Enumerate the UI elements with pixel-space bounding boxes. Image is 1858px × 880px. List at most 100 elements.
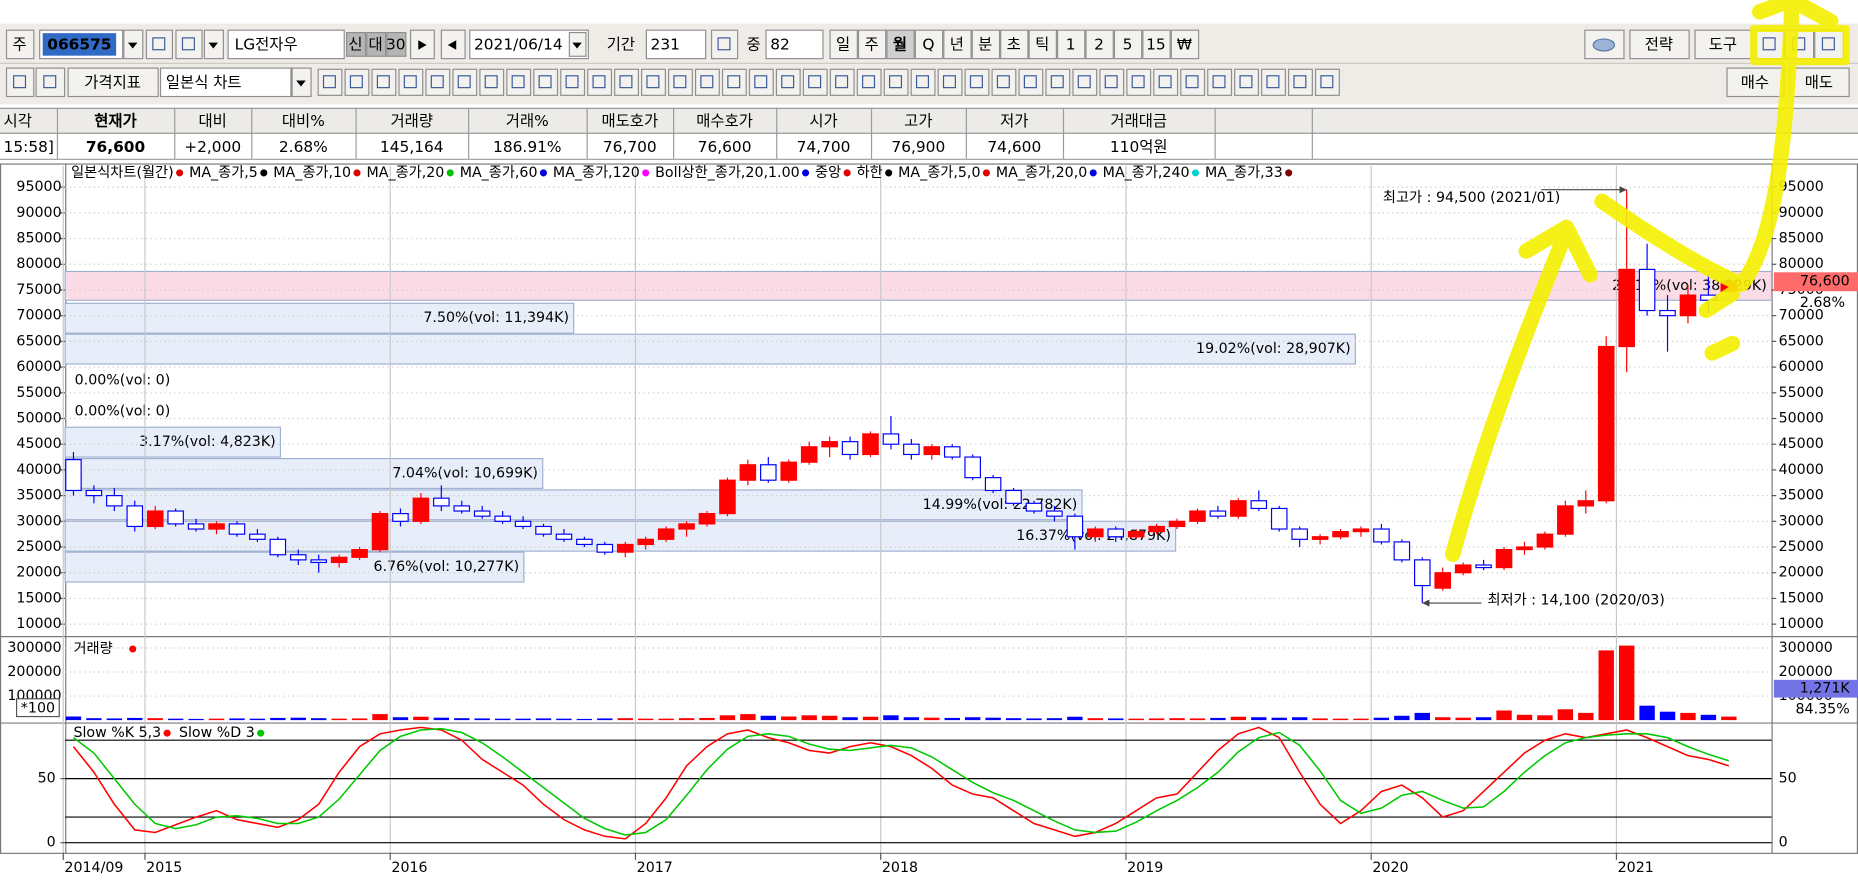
icon-glyph: [754, 75, 768, 89]
icon-button[interactable]: [398, 68, 424, 96]
volume-bar: [86, 718, 102, 721]
icon-button[interactable]: [1288, 68, 1313, 96]
y-tick-label: 10000: [16, 616, 61, 632]
y-tick-label: 70000: [16, 308, 61, 324]
menu-button[interactable]: [1629, 29, 1690, 60]
icon-button[interactable]: [937, 68, 963, 96]
icon-button[interactable]: [479, 68, 505, 96]
icon-button[interactable]: [560, 68, 586, 96]
interval-button[interactable]: [1056, 29, 1086, 60]
volume-side-ratio: 84.35%: [1796, 701, 1850, 717]
icon-button[interactable]: [1314, 68, 1340, 96]
icon-button[interactable]: [856, 68, 882, 96]
interval-button[interactable]: [971, 29, 1001, 60]
scribble-mark: [1698, 286, 1741, 361]
stock-name: LG전자우: [235, 36, 298, 54]
chart-style-select[interactable]: [159, 67, 292, 98]
icon-button[interactable]: [1126, 68, 1152, 96]
icon-button[interactable]: [1153, 68, 1179, 96]
mid-input[interactable]: [765, 29, 824, 60]
menu-button[interactable]: [1694, 29, 1753, 60]
icon-button[interactable]: [694, 68, 720, 96]
icon-button[interactable]: [614, 68, 639, 96]
icon-button[interactable]: [175, 29, 203, 60]
icon-button[interactable]: [5, 67, 35, 98]
icon-button[interactable]: [883, 68, 909, 96]
candle-body: [1168, 520, 1186, 528]
candle-body: [1618, 268, 1635, 348]
icon-button[interactable]: [1207, 68, 1233, 96]
icon-button[interactable]: [35, 67, 66, 98]
interval-button[interactable]: [886, 29, 915, 60]
candle-body: [1413, 559, 1431, 587]
cloud-button[interactable]: [1584, 29, 1625, 60]
icon-button[interactable]: [425, 68, 451, 96]
icon-button[interactable]: [1018, 68, 1044, 96]
icon-button[interactable]: [1814, 29, 1844, 60]
trade-button[interactable]: [1726, 67, 1785, 98]
name-input[interactable]: [227, 29, 345, 60]
interval-button[interactable]: [1085, 29, 1114, 60]
icon-button[interactable]: [1234, 68, 1260, 96]
icon-button[interactable]: [1099, 68, 1125, 96]
icon-button[interactable]: [721, 68, 747, 96]
icon-button[interactable]: [991, 68, 1017, 96]
interval-button[interactable]: [1028, 29, 1057, 60]
button[interactable]: [5, 29, 35, 60]
y-tick-label: 95000: [16, 179, 61, 195]
icon-button[interactable]: [964, 68, 990, 96]
icon-button[interactable]: [371, 68, 397, 96]
quote-value-bg: [0, 133, 1858, 159]
quote-header: 시가: [809, 112, 837, 130]
quote-header: 현재가: [94, 111, 136, 130]
icon-button[interactable]: [668, 68, 693, 96]
icon-button[interactable]: [802, 68, 828, 96]
legend-label: MA_종가,10: [273, 164, 351, 181]
icon-button[interactable]: [506, 68, 532, 96]
icon-button[interactable]: [452, 68, 478, 96]
y-tick-label: 35000: [16, 488, 61, 504]
interval-button[interactable]: [857, 29, 887, 60]
icon-button[interactable]: [587, 68, 613, 96]
icon-button[interactable]: [910, 68, 936, 96]
icon-button[interactable]: [641, 68, 666, 96]
icon-button[interactable]: [344, 68, 370, 96]
date-input[interactable]: [469, 29, 589, 60]
volume-bar: [1537, 715, 1553, 721]
interval-button[interactable]: [1113, 29, 1143, 60]
candle-body: [85, 489, 103, 497]
code-selection: [42, 33, 117, 56]
icon-button[interactable]: [829, 68, 855, 96]
candle-body: [126, 505, 144, 528]
icon-button[interactable]: [145, 29, 174, 60]
icon-button[interactable]: [710, 29, 739, 60]
icon-button[interactable]: [748, 68, 774, 96]
y-tick-label: 55000: [16, 385, 61, 401]
icon-triangle: [418, 40, 427, 50]
icon-button[interactable]: [1180, 68, 1206, 96]
interval-button[interactable]: [1000, 29, 1029, 60]
icon-button[interactable]: [533, 68, 559, 96]
period-input[interactable]: [645, 29, 707, 60]
trade-button[interactable]: [1789, 67, 1850, 98]
icon-glyph: [538, 75, 552, 89]
interval-button[interactable]: [914, 29, 944, 60]
legend-label: MA_종가,5: [189, 164, 258, 181]
quote-value: 110억원: [1110, 138, 1168, 156]
icon-button[interactable]: [317, 68, 343, 96]
icon-button[interactable]: [1045, 68, 1071, 96]
interval-button[interactable]: [943, 29, 972, 60]
icon-button[interactable]: [1072, 68, 1098, 96]
icon-glyph: [1821, 37, 1835, 51]
icon-button[interactable]: [775, 68, 801, 96]
volume-bar: [433, 717, 450, 721]
interval-button[interactable]: [1170, 29, 1200, 60]
interval-button[interactable]: [829, 29, 858, 60]
icon-button[interactable]: [1754, 29, 1785, 60]
icon-button[interactable]: [1261, 68, 1286, 96]
candle-body: [1311, 536, 1329, 540]
candle-body: [494, 515, 511, 522]
badge-label: 신: [348, 36, 362, 54]
interval-button[interactable]: [1142, 29, 1171, 60]
indicator-button[interactable]: [67, 67, 159, 98]
